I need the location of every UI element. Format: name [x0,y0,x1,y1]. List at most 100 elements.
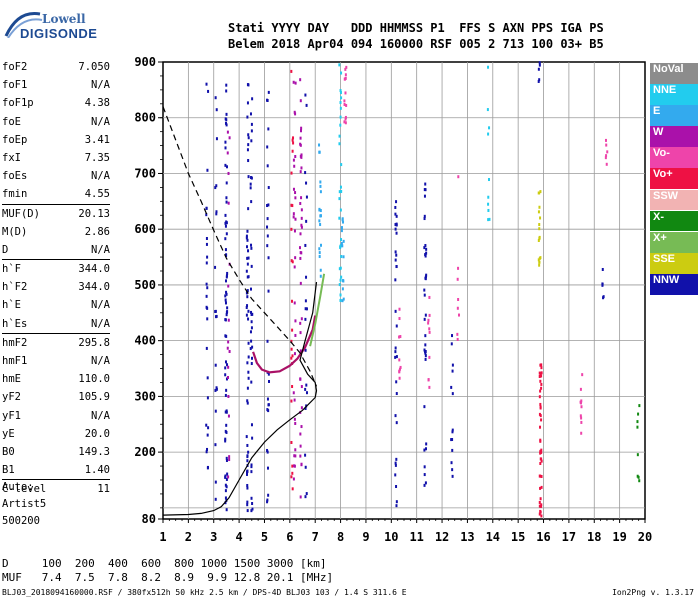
echo-mark [424,354,427,358]
echo-mark [539,379,542,383]
echo-mark [246,148,249,152]
echo-mark [539,414,542,418]
echo-mark [291,204,294,208]
echo-mark [537,191,540,195]
echo-mark [291,260,294,264]
echo-mark [205,450,208,454]
echo-mark [398,307,401,311]
echo-mark [290,440,293,444]
echo-mark [305,181,308,185]
echo-mark [290,475,293,479]
y-tick-label: 400 [134,334,156,348]
param-label: MUF(D) [2,207,40,220]
echo-mark [424,343,427,347]
echo-mark [394,223,397,227]
y-tick-label: 900 [134,55,156,69]
echo-mark [345,65,348,69]
echo-mark [340,189,343,193]
echo-mark [339,266,342,270]
echo-mark [394,461,397,465]
echo-mark [394,278,397,282]
echo-mark [394,473,397,477]
echo-mark [251,436,254,440]
echo-mark [300,425,303,429]
echo-mark [538,191,541,195]
echo-mark [214,409,217,413]
echo-mark [294,319,297,323]
echo-mark [423,348,426,352]
echo-mark [250,246,253,250]
echo-mark [425,247,428,251]
echo-mark [299,495,302,499]
echo-mark [539,389,542,393]
logo-line2: DIGISONDE [20,26,98,41]
echo-mark [339,245,342,249]
echo-mark [225,232,228,236]
echo-mark [319,214,322,218]
echo-mark [451,369,454,373]
echo-mark [458,313,461,317]
echo-mark [398,358,401,362]
echo-mark [338,190,341,194]
echo-mark [267,289,270,293]
echo-mark [292,158,295,162]
echo-mark [291,362,294,366]
echo-mark [247,309,250,313]
echo-mark [225,274,228,278]
echo-mark [343,103,346,107]
echo-mark [215,387,218,391]
echo-mark [214,186,217,190]
muf-row: MUF 7.4 7.5 7.8 8.2 8.9 9.9 12.8 20.1 [M… [2,571,334,584]
echo-mark [215,184,218,188]
echo-mark [267,403,270,407]
echo-mark [398,335,401,339]
echo-mark [488,126,491,130]
echo-mark [340,96,343,100]
y-tick-label: 80 [142,512,156,526]
echo-mark [291,471,294,475]
echo-mark [319,180,322,184]
echo-mark [247,275,250,279]
echo-mark [394,414,397,418]
echo-mark [225,311,228,315]
echo-mark [251,507,254,511]
echo-mark [227,171,230,175]
header-line2: Belem 2018 Apr04 094 160000 RSF 005 2 71… [228,37,604,51]
echo-mark [250,326,253,330]
param-row: B0 149.3 [2,443,110,461]
echo-mark [250,129,253,133]
echo-mark [424,350,427,354]
param-value: 20.0 [84,427,110,440]
echo-mark [224,475,227,479]
echo-mark [246,83,249,87]
echo-mark [423,483,426,487]
echo-mark [340,243,343,247]
param-row: fmin 4.55 [2,185,110,203]
electron-density-profile [162,282,318,516]
echo-mark [451,363,454,367]
echo-mark [601,282,604,286]
echo-mark [605,162,608,166]
echo-mark [246,275,249,279]
echo-mark [424,313,427,317]
echo-mark [246,289,249,293]
echo-mark [246,459,249,463]
echo-mark [395,253,398,257]
x-tick-label: 13 [460,530,474,544]
echo-mark [540,386,543,390]
echo-mark [247,317,250,321]
echo-mark [338,134,341,138]
echo-mark [538,61,541,65]
echo-mark [427,378,430,382]
echo-mark [225,290,228,294]
echo-mark [339,208,342,212]
echo-mark [456,337,459,341]
echo-mark [206,286,209,290]
echo-mark [247,159,250,163]
x-tick-label: 20 [638,530,652,544]
param-divider [2,479,110,481]
echo-mark [266,500,269,504]
echo-mark [224,475,227,479]
echo-mark [343,99,346,103]
echo-mark [540,448,543,452]
